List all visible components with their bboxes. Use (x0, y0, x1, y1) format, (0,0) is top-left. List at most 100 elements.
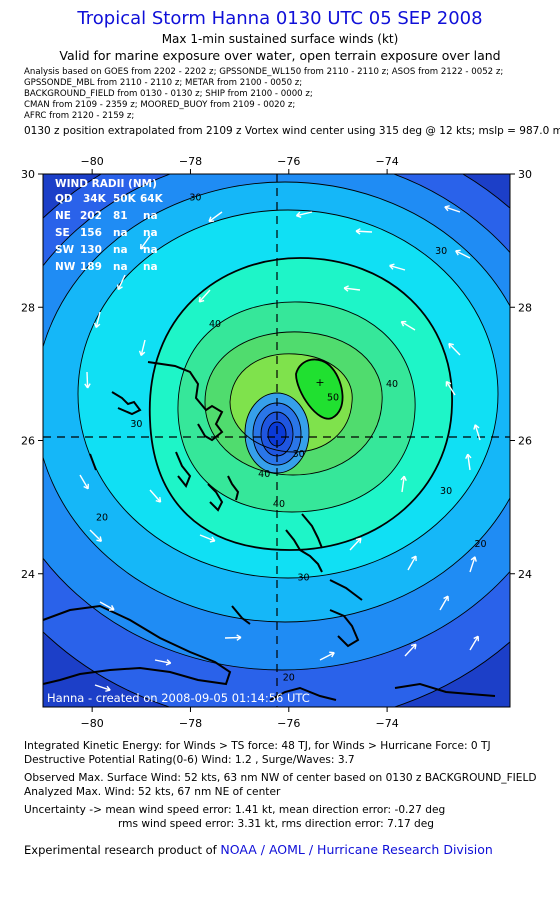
island-abaco (147, 361, 224, 442)
radii-header-50k: 50K (113, 193, 137, 205)
wind-arrow (116, 274, 126, 291)
wind-arrow (99, 601, 115, 611)
y-tick-label-left: 26 (21, 435, 35, 448)
wind-arrow (84, 371, 91, 389)
contour-label: 30 (440, 486, 452, 497)
radii-cell: na (113, 261, 128, 273)
uncertainty-line: rms wind speed error: 3.31 kt, rms direc… (118, 818, 435, 830)
source-line: AFRC from 2120 - 2159 z; (24, 111, 135, 121)
hispaniola-coast (269, 686, 337, 701)
wind-arrow (79, 474, 89, 490)
wind-field-map: −80 −80 −78 −78 −76 −76 −74 −74 30 30 28 28 26 26 24 24… (21, 155, 532, 730)
wind-arrow (355, 228, 373, 235)
contour-label: 20 (283, 672, 295, 683)
credit-line: Hanna - created on 2008-09-05 01:14:56 U… (47, 691, 310, 705)
radii-cell: na (143, 261, 158, 273)
radii-cell: NE (55, 210, 71, 222)
wind-arrow (439, 595, 449, 611)
radii-header-64k: 64K (140, 193, 164, 205)
contour-label: 50 (327, 393, 339, 404)
contour-label: 30 (293, 449, 305, 460)
wind-arrow (404, 643, 417, 657)
cuba-coast (43, 604, 232, 686)
max-wind-marker: + (315, 376, 324, 389)
island-grand-bahama (111, 391, 142, 416)
wind-arrow (208, 211, 223, 223)
island-exuma (227, 475, 240, 501)
contour-label: 40 (209, 319, 221, 330)
max-wind-region (295, 358, 344, 420)
wind-arrow (198, 289, 211, 303)
x-tick-label-bottom: −78 (179, 717, 202, 730)
island-long (301, 513, 323, 549)
radii-cell: SE (55, 227, 70, 239)
contour-lines (43, 174, 510, 707)
radii-cell: na (143, 244, 158, 256)
contour-label: 40 (273, 499, 285, 510)
subtitle: Max 1-min sustained surface winds (kt) (161, 32, 399, 46)
wind-arrow (343, 285, 361, 292)
y-tick-label-right: 30 (518, 168, 532, 181)
contour-labels: 30 30 40 40 30 40 50 30 40 30 20 30 20 20 (96, 193, 487, 684)
island-andros (175, 451, 192, 488)
wind-arrow (389, 263, 406, 271)
contour-label: 20 (96, 512, 108, 523)
x-tick-label-top: −80 (81, 155, 104, 168)
observed-line: Observed Max. Surface Wind: 52 kts, 63 n… (24, 772, 537, 784)
wind-arrow (469, 635, 480, 651)
axis-ticks: −80 −80 −78 −78 −76 −76 −74 −74 30 30 28 28 26 26 24 24 (21, 155, 532, 730)
wind-arrow (444, 205, 461, 213)
x-tick-label-top: −74 (375, 155, 398, 168)
island-inagua (329, 609, 360, 648)
wind-arrow (139, 235, 151, 250)
island-cat (285, 529, 323, 573)
center-crosshair (43, 174, 510, 707)
contour-label: 30 (297, 572, 309, 583)
contour-label: 30 (130, 419, 142, 430)
radii-cell: na (143, 227, 158, 239)
x-tick-label-bottom: −76 (277, 717, 300, 730)
y-tick-label-left: 28 (21, 301, 35, 314)
radii-cell: na (143, 210, 158, 222)
wind-arrow (93, 311, 101, 329)
radii-cell: 81 (113, 210, 128, 222)
contour-label: 40 (386, 379, 398, 390)
product-line: Experimental research product of NOAA / … (24, 842, 493, 857)
wind-vector-arrows (79, 205, 481, 692)
product-text: Experimental research product of (24, 843, 217, 857)
wind-arrow (224, 634, 242, 641)
radii-cell: SW (55, 244, 75, 256)
wind-arrow (199, 534, 216, 543)
radii-title: WIND RADII (NM) (55, 178, 157, 190)
ike-line: Integrated Kinetic Energy: for Winds > T… (24, 740, 491, 752)
radii-cell: 130 (80, 244, 102, 256)
page-title: Tropical Storm Hanna 0130 UTC 05 SEP 200… (77, 8, 483, 29)
wind-arrow (349, 537, 362, 551)
island-acklins (231, 605, 251, 625)
x-tick-label-bottom: −74 (375, 717, 398, 730)
wind-arrow (94, 684, 111, 692)
wind-arrow (154, 659, 172, 666)
wind-arrow (455, 249, 471, 259)
wind-arrow (138, 339, 146, 357)
wind-arrow (407, 555, 417, 571)
x-tick-label-top: −78 (179, 155, 202, 168)
coastlines (43, 361, 496, 701)
position-note: 0130 z position extrapolated from 2109 z… (24, 125, 560, 137)
radii-cell: NW (55, 261, 76, 273)
wind-arrow (469, 556, 477, 573)
wind-arrow (89, 529, 103, 542)
wind-arrow (465, 453, 472, 471)
dpr-line: Destructive Potential Rating(0-6) Wind: … (24, 754, 355, 766)
source-line: CMAN from 2109 - 2359 z; MOORED_BUOY fro… (24, 100, 296, 110)
wind-arrow (149, 489, 162, 503)
island-andros-south (207, 483, 224, 512)
uncertainty-line: Uncertainty -> mean wind speed error: 1.… (24, 804, 446, 816)
org-link[interactable]: NOAA / AOML / Hurricane Research Divisio… (220, 842, 493, 857)
y-tick-label-right: 28 (518, 301, 532, 314)
radii-cell: 202 (80, 210, 102, 222)
wind-arrow (473, 424, 481, 441)
x-tick-label-bottom: −80 (81, 717, 104, 730)
island-crooked (329, 579, 363, 601)
wind-arrow (400, 475, 407, 493)
